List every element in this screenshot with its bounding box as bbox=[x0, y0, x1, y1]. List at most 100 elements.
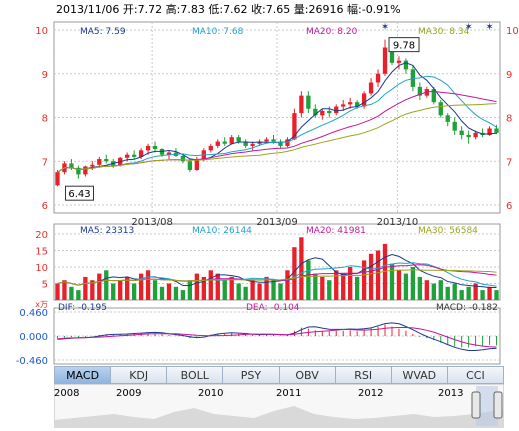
high-marker-label: 9.78 bbox=[393, 41, 415, 52]
candle-body bbox=[278, 141, 283, 146]
volume-bar bbox=[382, 243, 388, 300]
volume-bar bbox=[264, 276, 269, 300]
volume-bar bbox=[334, 270, 339, 300]
candle-body bbox=[208, 145, 213, 151]
navigator-right-handle[interactable] bbox=[493, 391, 503, 419]
star-marker-icon: ✶ bbox=[464, 22, 472, 33]
high-value: 7.83 bbox=[180, 3, 205, 16]
macd-lines bbox=[57, 322, 497, 351]
price-tick-right: 7 bbox=[506, 157, 512, 168]
vol-ma10-label: MA10: 26144 bbox=[192, 226, 252, 236]
candle-body bbox=[327, 110, 332, 114]
volume-bar bbox=[222, 280, 227, 300]
candle-body bbox=[55, 172, 60, 186]
price-tick-left: 6 bbox=[42, 201, 48, 212]
volume-bar bbox=[306, 260, 311, 300]
price-tick-right: 10 bbox=[506, 26, 519, 37]
price-ma30-label: MA30: 8.34 bbox=[418, 27, 470, 37]
volume-label: 量: bbox=[293, 3, 309, 16]
range-navigator[interactable]: 2008 2009 2010 2011 2012 2013 bbox=[53, 383, 505, 429]
navigator-left-handle[interactable] bbox=[471, 391, 481, 419]
tab-rsi[interactable]: RSI bbox=[335, 366, 392, 384]
low-marker-label: 6.43 bbox=[68, 189, 90, 200]
tab-kdj[interactable]: KDJ bbox=[111, 366, 168, 384]
macd-dif-label: DIF: -0.195 bbox=[58, 303, 107, 313]
navigator-selection[interactable] bbox=[476, 386, 498, 426]
volume-ma-line bbox=[57, 269, 497, 286]
volume-bar bbox=[83, 276, 88, 300]
price-grid bbox=[53, 21, 501, 214]
volume-bar bbox=[473, 283, 478, 300]
volume-ma-line bbox=[57, 253, 497, 288]
navigator-svg: 2008 2009 2010 2011 2012 2013 bbox=[53, 383, 505, 429]
volume-bar bbox=[69, 286, 74, 300]
price-tick-right: 9 bbox=[506, 70, 512, 81]
tab-obv[interactable]: OBV bbox=[279, 366, 336, 384]
candle-body bbox=[341, 104, 346, 107]
candle-body bbox=[403, 60, 409, 70]
candle-body bbox=[320, 110, 325, 116]
volume-bar bbox=[348, 267, 353, 300]
candle-body bbox=[306, 95, 311, 109]
tab-wvad[interactable]: WVAD bbox=[391, 366, 448, 384]
candle-body bbox=[243, 141, 248, 146]
volume-bar bbox=[278, 283, 283, 300]
volume-bar bbox=[341, 273, 346, 300]
candle-body bbox=[187, 161, 193, 170]
candle-body bbox=[104, 159, 109, 162]
price-ma20-label: MA20: 8.20 bbox=[306, 27, 358, 37]
macd-grid bbox=[53, 307, 501, 365]
indicator-tabs: MACD KDJ BOLL PSY OBV RSI WVAD CCI bbox=[54, 366, 504, 384]
candle-body bbox=[368, 82, 374, 94]
candle-body bbox=[396, 60, 402, 63]
volume-bar bbox=[487, 286, 492, 300]
volume-tick: 10 bbox=[35, 263, 48, 274]
volume-bar bbox=[271, 280, 276, 300]
stock-chart[interactable]: 10 10 9 9 8 8 7 7 6 6 2013/08 2013/09 2013/10 20 15 10 5… bbox=[0, 0, 519, 366]
year-2011: 2011 bbox=[276, 388, 301, 399]
volume-bar bbox=[90, 280, 95, 300]
tab-boll[interactable]: BOLL bbox=[167, 366, 224, 384]
volume-bar bbox=[466, 286, 471, 300]
navigator-area bbox=[54, 406, 504, 428]
candle-body bbox=[348, 102, 353, 105]
volume-bar bbox=[194, 273, 200, 300]
candle-body bbox=[236, 137, 241, 142]
star-marker-icon: ✶ bbox=[381, 22, 389, 33]
candle-body bbox=[180, 156, 186, 162]
volume-grid bbox=[53, 223, 501, 301]
candle-body bbox=[466, 135, 471, 138]
volume-bar bbox=[104, 270, 109, 300]
candle-body bbox=[222, 141, 227, 144]
change-value: -0.91% bbox=[361, 3, 401, 16]
year-2013: 2013 bbox=[438, 388, 463, 399]
volume-bars bbox=[55, 237, 499, 300]
candle-body bbox=[229, 137, 234, 144]
volume-value: 26916 bbox=[308, 3, 344, 16]
vol-ma5-label: MA5: 23313 bbox=[80, 226, 135, 236]
tab-cci[interactable]: CCI bbox=[447, 366, 504, 384]
candle-body bbox=[194, 159, 200, 170]
macd-dea-label: DEA: -0.104 bbox=[246, 303, 300, 313]
tab-psy[interactable]: PSY bbox=[223, 366, 280, 384]
low-marker-box bbox=[64, 185, 94, 201]
candle-body bbox=[257, 141, 262, 144]
axis-labels: 10 10 9 9 8 8 7 7 6 6 2013/08 2013/09 2013/10 20 15 10 5… bbox=[16, 22, 519, 366]
macd-tick: -0.460 bbox=[16, 356, 48, 366]
volume-bar bbox=[208, 270, 213, 300]
volume-tick: 5 bbox=[42, 280, 48, 291]
candle-body bbox=[138, 150, 144, 157]
volume-bar bbox=[403, 273, 409, 300]
volume-bar bbox=[229, 276, 234, 300]
volume-bar bbox=[236, 283, 241, 300]
price-ma-lines bbox=[57, 62, 497, 173]
open-label: 开: bbox=[122, 3, 138, 16]
volume-bar bbox=[152, 280, 158, 300]
candle-body bbox=[389, 47, 395, 63]
volume-bar bbox=[257, 283, 262, 300]
volume-bar bbox=[424, 280, 429, 300]
volume-bar bbox=[76, 290, 81, 300]
candle-body bbox=[97, 159, 102, 165]
volume-bar bbox=[494, 290, 499, 300]
tab-macd[interactable]: MACD bbox=[54, 366, 112, 384]
